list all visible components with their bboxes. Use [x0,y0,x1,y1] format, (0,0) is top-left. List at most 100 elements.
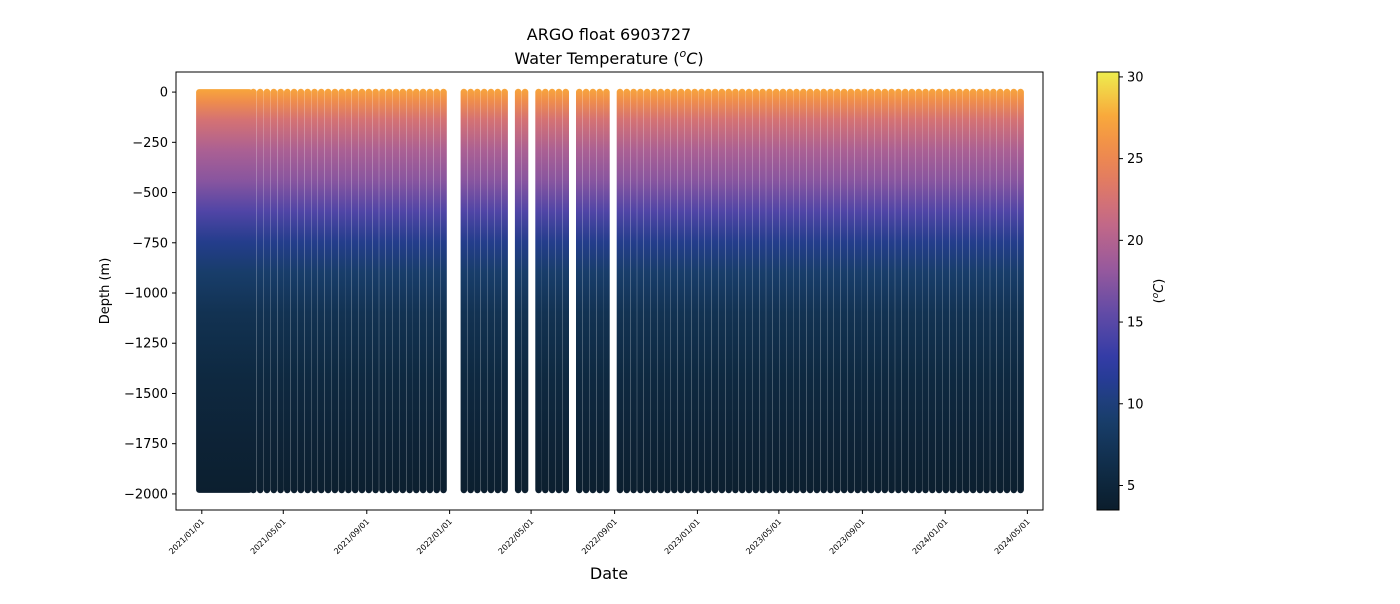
colorbar-tick-label: 30 [1127,70,1144,85]
profile-column [861,88,868,494]
profile-column [990,88,997,494]
profile-column [270,88,278,494]
x-tick-label: 2021/09/01 [332,517,371,556]
profile-column [385,88,393,494]
profile-column [705,88,712,494]
profile-column [786,88,794,494]
chart-subtitle: Water Temperature (oC) [514,47,703,68]
colorbar-ticks: 5 10 15 20 25 30 [1119,70,1144,494]
colorbar-tick-label: 15 [1127,316,1144,331]
profile-column [935,88,943,494]
profile-column [433,88,440,494]
profile-column [752,88,760,494]
x-tick-label: 2022/09/01 [580,517,619,556]
profile-column [949,88,956,494]
profile-column [460,88,468,494]
profile-column [616,88,624,494]
y-tick-label: −1500 [124,387,168,402]
profile-column [691,88,698,494]
profile-dense-segment [196,89,253,493]
profile-column [956,88,963,494]
y-tick-label: 0 [160,86,168,101]
x-tick-label: 2023/01/01 [663,517,702,556]
profile-column [806,88,814,494]
profile-column [501,88,508,494]
colorbar-tick-label: 5 [1127,479,1135,494]
profile-column [351,88,359,494]
y-tick-label: −250 [132,136,168,151]
profile-column [474,88,481,494]
chart-title: ARGO float 6903727 [527,25,691,44]
profile-column [800,88,807,494]
profile-column [942,88,950,494]
profile-column [725,88,732,494]
profile-column [345,88,352,494]
profile-columns [196,88,1024,494]
profile-column [399,88,407,494]
profile-column [793,88,800,494]
profile-column [304,88,311,494]
profile-column [630,88,637,494]
profile-column [813,88,821,494]
profile-column [840,88,848,494]
profile-column [603,88,610,494]
colorbar [1096,71,1120,511]
profile-column [745,88,753,494]
profile-column [338,88,345,494]
profile-column [650,88,658,494]
profile-column [711,88,719,494]
colorbar-tick-label: 10 [1127,397,1144,412]
x-tick-label: 2021/01/01 [167,517,206,556]
profile-column [290,88,298,494]
colorbar-tick-label: 20 [1127,234,1144,249]
profile-column [867,88,875,494]
profile-column [426,88,434,494]
y-tick-label: −2000 [124,487,168,502]
profile-column [542,88,549,494]
x-tick-label: 2022/01/01 [415,517,454,556]
profile-column [480,88,488,494]
profile-column [413,88,420,494]
profile-column [1003,88,1011,494]
x-tick-label: 2023/05/01 [744,517,783,556]
profile-column [576,88,583,494]
profile-column [915,88,923,494]
profile-column [779,88,787,494]
profile-column [881,88,889,494]
profile-column [623,88,631,494]
x-axis-label: Date [590,564,628,583]
profile-column [250,88,257,494]
profile-column [854,88,861,494]
profile-column [318,88,325,494]
profile-column [277,88,284,494]
x-axis-ticks: 2021/01/01 2021/05/01 2021/09/01 2022/01/01… [167,510,1032,556]
colorbar-tick-label: 25 [1127,152,1144,167]
profile-column [976,88,984,494]
profile-column [514,88,522,494]
profile-column [596,88,603,494]
profile-column [759,88,766,494]
profile-column [732,88,739,494]
profile-column [562,88,569,494]
profile-column [834,88,841,494]
profile-column [311,88,318,494]
profile-column [284,88,291,494]
profile-column [494,88,502,494]
profile-column [657,88,665,494]
y-axis-ticks: 0 −250 −500 −750 −1000 −1250 −1500 −1750 −2000 [124,86,176,502]
profile-column [895,88,902,494]
x-tick-label: 2024/05/01 [993,517,1032,556]
profile-column [589,88,597,494]
profile-column [922,88,929,494]
x-tick-label: 2023/09/01 [828,517,867,556]
profile-column [297,88,305,494]
profile-column [671,88,678,494]
profile-column [535,88,542,494]
profile-column [901,88,909,494]
profile-column [358,88,366,494]
profile-column [392,88,400,494]
x-tick-label: 2022/05/01 [497,517,536,556]
profile-column [548,88,556,494]
